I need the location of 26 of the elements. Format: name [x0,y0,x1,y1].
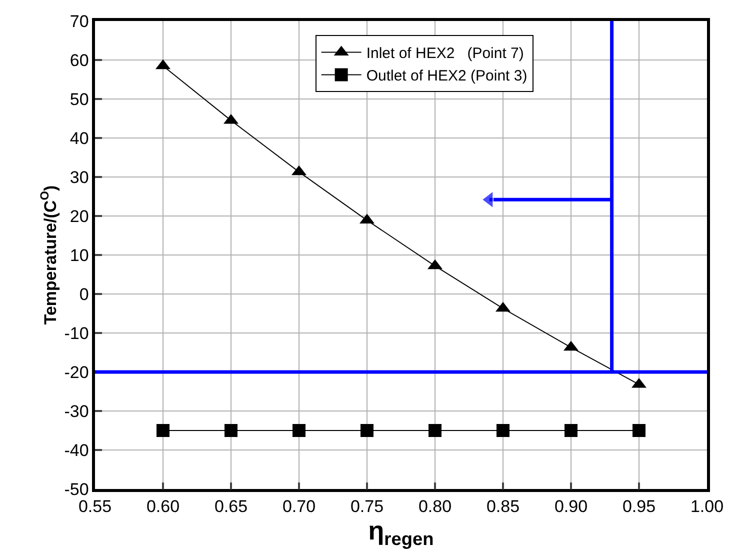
y-tick-label: -30 [64,402,89,421]
y-tick-label: 0 [79,284,89,304]
x-tick-label: 0.60 [146,497,180,516]
x-tick-label: 0.70 [282,497,316,516]
x-tick-label: 0.55 [78,497,112,516]
y-tick-label: 60 [70,50,89,70]
y-tick-label: 20 [70,206,89,226]
y-tick-label: -40 [64,440,89,460]
y-tick-label: 70 [70,12,89,31]
x-axis-title: η$_{regen}$ [368,516,434,549]
y-tick-label: -50 [64,480,89,499]
y-tick-label: 30 [70,168,89,187]
x-tick-label: 0.85 [486,497,520,516]
y-tick-label: 50 [70,90,89,109]
x-tick-label: 0.75 [350,497,384,516]
y-tick-label: 40 [70,128,89,148]
legend-label: Outlet of HEX2 (Point 3) [366,68,528,85]
x-tick-label: 1.00 [690,497,724,516]
x-tick-label: 0.80 [418,497,452,516]
legend-label: Inlet of HEX2 (Point 7) [366,45,524,62]
x-tick-label: 0.95 [622,497,656,516]
x-tick-label: 0.65 [214,497,248,516]
y-tick-label: 10 [70,246,89,265]
x-tick-label: 0.90 [554,497,588,516]
y-tick-label: -10 [64,324,89,343]
y-tick-label: -20 [64,362,89,382]
